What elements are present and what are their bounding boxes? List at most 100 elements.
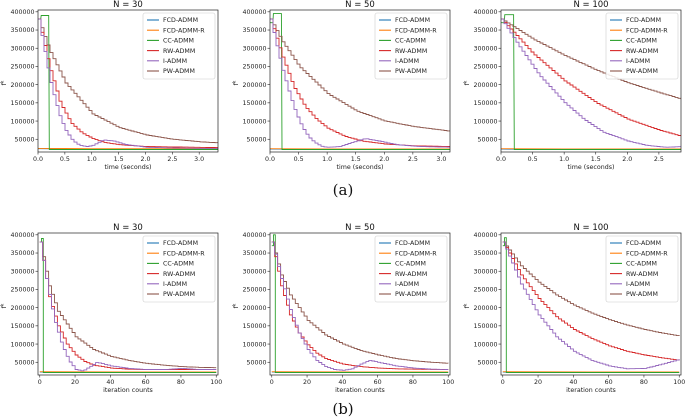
series-line-pw-admm: [271, 241, 449, 364]
x-tick-label: 0.5: [294, 156, 304, 163]
y-tick-label: 50000: [14, 136, 34, 143]
legend-label-i-admm: I-ADMM: [163, 58, 187, 65]
y-tick-label: 350000: [473, 27, 497, 34]
legend-label-cc-admm: CC-ADMM: [626, 261, 657, 268]
x-tick-label: 80: [177, 379, 185, 386]
legend: FCD-ADMM FCD-ADMM-R CC-ADMM RW-ADMM I-ADMM PW…: [605, 235, 679, 303]
y-tick-label: 400000: [10, 232, 34, 239]
chart-title: N = 30: [113, 0, 143, 10]
series-group: [501, 14, 681, 150]
series-line-cc-admm: [270, 13, 450, 150]
legend-label-pw-admm: PW-ADMM: [163, 291, 195, 298]
x-tick-label: 1.5: [114, 156, 124, 163]
y-tick-label: 50000: [246, 359, 266, 366]
chart-panel-5: N = 50 0 20 40 60 80 100 50000 100000 150000 20000…: [232, 223, 455, 394]
series-line-pw-admm: [270, 18, 450, 132]
legend-label-pw-admm: PW-ADMM: [395, 68, 427, 75]
x-tick-label: 0.5: [528, 156, 538, 163]
legend-box: [374, 235, 448, 303]
series-line-rw-admm: [501, 18, 681, 137]
chart-panel-6: N = 100 0 20 40 60 80 100 50000 100000 150000 2000…: [463, 223, 685, 394]
y-tick-label: 200000: [242, 305, 266, 312]
chart-panel-4: N = 30 0 20 40 60 80 100 50000 100000 150000 20000…: [0, 223, 222, 394]
x-tick-label: 0.5: [60, 156, 70, 163]
x-axis-label: time (seconds): [337, 164, 384, 171]
legend-box: [142, 12, 216, 80]
x-axis-label: time (seconds): [105, 164, 152, 171]
y-tick-label: 400000: [473, 9, 497, 16]
series-group: [39, 238, 217, 373]
x-tick-label: 0: [501, 379, 505, 386]
y-axis-label-superscript: k: [463, 80, 469, 83]
legend-label-fcd-admm: FCD-ADMM: [626, 17, 661, 24]
chart-panel-2: N = 50 0.0 0.5 1.0 1.5 2.0 2.5 3.0 50000 100000 15…: [232, 0, 451, 171]
x-tick-label: 60: [374, 379, 382, 386]
legend: FCD-ADMM FCD-ADMM-R CC-ADMM RW-ADMM I-ADMM PW…: [142, 12, 216, 80]
chart-panel-1: N = 30 0.0 0.5 1.0 1.5 2.0 2.5 3.0 50000 100000 15…: [0, 0, 219, 171]
y-tick-label: 200000: [10, 305, 34, 312]
y-tick-label: 150000: [473, 323, 497, 330]
legend-label-rw-admm: RW-ADMM: [626, 271, 658, 278]
x-axis-label: iteration counts: [103, 387, 153, 394]
legend-label-fcd-admm: FCD-ADMM: [626, 240, 661, 247]
series-line-rw-admm: [38, 18, 218, 149]
legend-label-cc-admm: CC-ADMM: [626, 38, 657, 45]
y-tick-label: 250000: [10, 287, 34, 294]
legend: FCD-ADMM FCD-ADMM-R CC-ADMM RW-ADMM I-ADMM PW…: [374, 235, 448, 303]
legend-label-i-admm: I-ADMM: [626, 281, 650, 288]
y-tick-label: 250000: [242, 287, 266, 294]
y-tick-label: 400000: [242, 9, 266, 16]
caption-a: (a): [333, 181, 354, 199]
y-tick-label: 100000: [473, 341, 497, 348]
y-tick-label: 400000: [242, 232, 266, 239]
y-tick-label: 100000: [242, 341, 266, 348]
series-line-i-admm: [502, 241, 680, 370]
x-tick-label: 1.0: [559, 156, 569, 163]
y-tick-label: 100000: [10, 341, 34, 348]
x-tick-label: 40: [106, 379, 114, 386]
y-tick-label: 250000: [10, 64, 34, 71]
legend-label-fcd-admm-r: FCD-ADMM-R: [626, 250, 668, 257]
legend-label-rw-admm: RW-ADMM: [163, 48, 195, 55]
y-tick-label: 150000: [10, 100, 34, 107]
series-line-cc-admm: [271, 234, 449, 373]
x-tick-label: 3.0: [194, 156, 204, 163]
y-axis-label: fk: [463, 80, 472, 85]
legend-label-cc-admm: CC-ADMM: [395, 38, 426, 45]
y-tick-label: 350000: [10, 250, 34, 257]
x-tick-label: 2.5: [167, 156, 177, 163]
y-tick-label: 350000: [242, 250, 266, 257]
x-tick-label: 20: [71, 379, 79, 386]
x-tick-label: 2.0: [622, 156, 632, 163]
y-tick-label: 150000: [473, 100, 497, 107]
x-tick-label: 0.0: [265, 156, 275, 163]
chart-title: N = 100: [573, 0, 608, 10]
x-tick-label: 60: [605, 379, 613, 386]
y-axis-label-superscript: k: [232, 303, 238, 306]
y-tick-label: 50000: [246, 136, 266, 143]
legend-label-rw-admm: RW-ADMM: [626, 48, 658, 55]
x-tick-label: 40: [569, 379, 577, 386]
chart-title: N = 50: [345, 0, 375, 10]
legend-label-rw-admm: RW-ADMM: [395, 271, 427, 278]
y-axis-label: fk: [0, 303, 8, 308]
y-tick-label: 250000: [473, 64, 497, 71]
legend-label-pw-admm: PW-ADMM: [626, 291, 658, 298]
x-tick-label: 2.0: [379, 156, 389, 163]
x-tick-label: 20: [303, 379, 311, 386]
y-axis-label-superscript: k: [232, 80, 238, 83]
series-line-i-admm: [270, 18, 450, 148]
legend-label-i-admm: I-ADMM: [626, 58, 650, 65]
legend-label-fcd-admm-r: FCD-ADMM-R: [163, 27, 205, 34]
y-axis-label: fk: [0, 80, 8, 85]
plot-frame: [269, 232, 451, 376]
y-tick-label: 300000: [473, 268, 497, 275]
legend-box: [374, 12, 448, 80]
legend: FCD-ADMM FCD-ADMM-R CC-ADMM RW-ADMM I-ADMM PW…: [374, 12, 448, 80]
legend-label-pw-admm: PW-ADMM: [395, 291, 427, 298]
y-tick-label: 350000: [10, 27, 34, 34]
series-line-pw-admm: [502, 241, 680, 337]
y-axis-label-superscript: k: [463, 303, 469, 306]
y-tick-label: 200000: [473, 305, 497, 312]
y-axis-label-superscript: k: [0, 80, 6, 83]
